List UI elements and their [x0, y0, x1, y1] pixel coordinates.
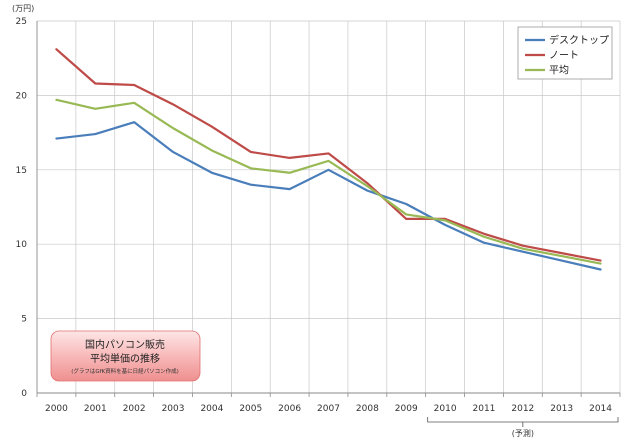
- legend-label: ノート: [549, 51, 579, 62]
- x-tick-label: 2009: [395, 404, 418, 414]
- legend-label: 平均: [549, 65, 569, 77]
- x-tick-label: 2000: [45, 404, 68, 414]
- y-axis-unit-label: (万円): [12, 4, 34, 13]
- x-tick-label: 2001: [84, 404, 107, 414]
- y-tick-label: 25: [16, 17, 27, 27]
- note-title-line2: 平均単価の推移: [90, 352, 160, 365]
- y-tick-label: 20: [16, 91, 28, 101]
- y-tick-label: 0: [21, 389, 27, 399]
- x-tick-label: 2013: [550, 404, 573, 414]
- series-lines: [55, 48, 602, 271]
- x-tick-label: 2008: [356, 404, 379, 414]
- y-axis-tick-labels: 0 5 10 15 20 25: [16, 17, 28, 399]
- x-tick-label: 2005: [239, 404, 262, 414]
- x-tick-label: 2010: [434, 404, 457, 414]
- forecast-bracket-line: [427, 417, 619, 427]
- y-tick-label: 10: [16, 240, 28, 250]
- x-tick-label: 2011: [473, 404, 496, 414]
- x-tick-label: 2003: [162, 404, 185, 414]
- gridlines: [37, 20, 621, 394]
- note-title-line1: 国内パソコン販売: [85, 338, 165, 351]
- note-box: [50, 330, 201, 382]
- y-tick-label: 15: [16, 166, 27, 176]
- chart-note: 国内パソコン販売 平均単価の推移 (グラフはGfK資料を基に日経パソコン作成): [50, 330, 201, 382]
- legend-label: デスクトップ: [549, 34, 609, 47]
- x-tick-label: 2002: [123, 404, 146, 414]
- axes: [36, 21, 621, 397]
- x-axis-tick-labels: 2000 2001 2002 2003 2004 2005 2006 2007 2008 2009…: [45, 404, 612, 414]
- x-tick-label: 2014: [589, 404, 612, 414]
- y-tick-label: 5: [21, 315, 27, 325]
- x-tick-label: 2006: [278, 404, 301, 414]
- x-tick-label: 2007: [317, 404, 340, 414]
- x-tick-label: 2012: [511, 404, 534, 414]
- forecast-label: (予測): [512, 428, 534, 438]
- series-line-1: [55, 121, 602, 271]
- series-line-2: [55, 48, 602, 262]
- note-subtitle: (グラフはGfK資料を基に日経パソコン作成): [71, 367, 179, 375]
- forecast-bracket: (予測): [427, 417, 619, 438]
- x-tick-label: 2004: [200, 404, 223, 414]
- series-line-3: [55, 98, 602, 265]
